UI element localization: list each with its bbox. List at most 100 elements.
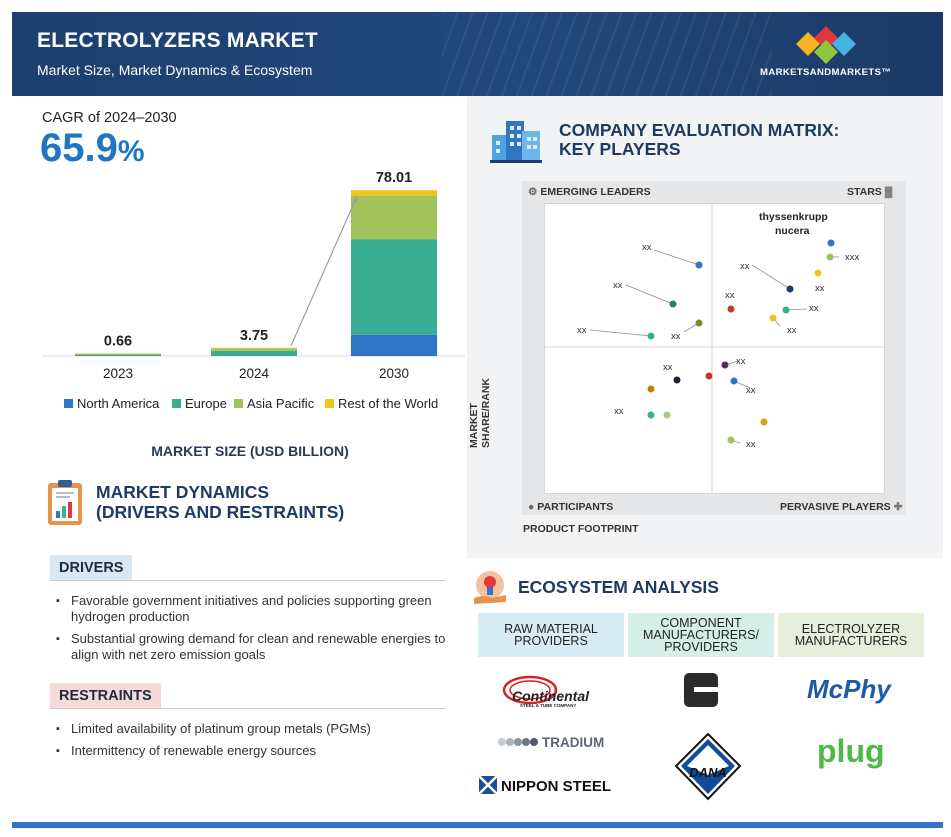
quadrant-label-emerging-leaders: ⚙ EMERGING LEADERS — [528, 186, 651, 198]
emerging-leaders-icon: ⚙ — [528, 186, 541, 198]
legend-swatch — [64, 399, 73, 408]
bar-segment-2023-north-america — [75, 355, 161, 356]
bar-total-label: 0.66 — [104, 333, 132, 349]
footer-bar — [12, 822, 943, 828]
participants-icon: ● — [528, 501, 538, 513]
company-point — [647, 411, 655, 419]
logo-text: Continental — [512, 688, 590, 704]
label-xx: xx — [614, 406, 624, 417]
cagr-value: 65.9% — [40, 126, 145, 171]
bar-segment-2024-asia-pacific — [211, 348, 297, 351]
market-dynamics-title-line2: (DRIVERS AND RESTRAINTS) — [96, 502, 345, 522]
eco-col-electrolyzer: ELECTROLYZER MANUFACTURERS — [778, 613, 924, 657]
legend-swatch — [172, 399, 181, 408]
logo-text: DANA — [689, 765, 727, 780]
company-point — [730, 377, 738, 385]
highlight-company-line2: nucera — [775, 225, 810, 237]
evaluation-matrix-plot: thyssenkrupp nucera xx xx xx xx xx xx xx… — [544, 203, 885, 494]
tradium-logo: TRADIUM — [498, 735, 604, 750]
restraint-item: Intermittency of renewable energy source… — [56, 743, 456, 759]
legend-item-asia-pacific: Asia Pacific — [234, 396, 314, 411]
driver-item: Favorable government initiatives and pol… — [56, 593, 456, 625]
growth-arrow-head — [352, 196, 358, 203]
legend-item-rest-of-world: Rest of the World — [325, 396, 438, 411]
company-point — [669, 300, 677, 308]
stars-icon: ▓ — [881, 186, 893, 198]
legend-item-north-america: North America — [64, 396, 159, 411]
restraints-tab: RESTRAINTS — [50, 683, 161, 709]
eco-col-label-line2: PROVIDERS — [514, 634, 588, 648]
brand-logo-icon — [796, 26, 856, 64]
eco-col-label-line2: MANUFACTURERS — [794, 634, 908, 648]
legend-item-europe: Europe — [172, 396, 227, 411]
x-axis-label: PRODUCT FOOTPRINT — [523, 523, 639, 535]
market-dynamics-title-line1: MARKET DYNAMICS — [96, 482, 270, 502]
eco-col-label-line3: PROVIDERS — [664, 640, 738, 654]
eco-col-label-line2: MANUFACTURERS/ — [643, 628, 759, 642]
drivers-tab: DRIVERS — [50, 555, 133, 581]
plug-logo: plug — [817, 733, 885, 769]
company-points — [647, 239, 835, 444]
legend-label: Rest of the World — [338, 396, 439, 411]
quadrant-stars: STARS — [847, 186, 882, 198]
logo-text: plug — [817, 733, 885, 769]
bar-segment-2030-north-america — [351, 334, 437, 356]
bar-segment-2024-north-america — [211, 355, 297, 356]
label-xx: xx — [663, 362, 673, 373]
company-point — [695, 261, 703, 269]
company-point — [705, 372, 713, 380]
puzzle-icon: ✚ — [890, 501, 903, 513]
cagr-unit: % — [117, 135, 145, 168]
bar-total-label: 78.01 — [376, 170, 412, 186]
company-point — [695, 319, 703, 327]
category-tick-label: 2030 — [379, 366, 409, 381]
legend-label: North America — [77, 396, 160, 411]
legend-swatch — [325, 399, 334, 408]
brand-name: MARKETSANDMARKETS™ — [760, 67, 892, 78]
restraints-list: Limited availability of platinum group m… — [56, 721, 456, 765]
mcphy-logo: McPhy — [807, 674, 892, 704]
ecosystem-hand-icon — [474, 571, 506, 604]
quadrant-participants: PARTICIPANTS — [537, 501, 614, 513]
category-tick-label: 2024 — [239, 366, 270, 381]
logo-subtext: STEEL & TUBE COMPANY — [520, 703, 576, 708]
company-point — [826, 253, 834, 261]
label-xx: xx — [725, 290, 735, 301]
component-maker-logo — [684, 673, 718, 707]
bar-segment-2024-rest-of-the-world — [211, 347, 297, 349]
company-point — [673, 376, 681, 384]
eco-col-label-line1: RAW MATERIAL — [504, 622, 598, 636]
category-tick-label: 2023 — [103, 366, 133, 381]
label-xx: xx — [671, 331, 681, 342]
eco-col-raw-material: RAW MATERIAL PROVIDERS — [478, 613, 624, 657]
drivers-divider — [50, 580, 446, 581]
bar-total-label: 3.75 — [240, 328, 268, 344]
company-point — [782, 306, 790, 314]
page-subtitle: Market Size, Market Dynamics & Ecosystem — [37, 62, 313, 78]
label-xx: xx — [642, 242, 652, 253]
market-size-bar-chart: 0.66 2023 3.75 2024 78.01 2030 — [43, 170, 465, 381]
legend-swatch — [234, 399, 243, 408]
chart-title: MARKET SIZE (USD BILLION) — [151, 443, 349, 459]
label-xx: xx — [736, 356, 746, 367]
label-xxx: xxx — [845, 252, 860, 263]
drivers-list: Favorable government initiatives and pol… — [56, 593, 456, 669]
leader-lines — [589, 249, 839, 444]
bar-segment-2023-asia-pacific — [75, 353, 161, 355]
company-point — [727, 305, 735, 313]
highlight-company-line1: thyssenkrupp — [759, 211, 828, 223]
bar-segment-2030-asia-pacific — [351, 195, 437, 240]
label-xx: xx — [740, 261, 750, 272]
label-xx: xx — [787, 325, 797, 336]
logo-text: NIPPON STEEL — [501, 778, 611, 795]
bar-segment-2030-europe — [351, 239, 437, 335]
company-point — [647, 385, 655, 393]
quadrant-label-stars: STARS ▓ — [847, 186, 892, 198]
ecosystem-title: ECOSYSTEM ANALYSIS — [518, 577, 719, 597]
matrix-plot-area — [544, 203, 885, 494]
buildings-icon — [490, 121, 542, 163]
clipboard-chart-icon — [48, 480, 82, 525]
company-point — [769, 314, 777, 322]
legend-label: Asia Pacific — [247, 396, 315, 411]
dana-logo: DANA — [675, 733, 741, 801]
